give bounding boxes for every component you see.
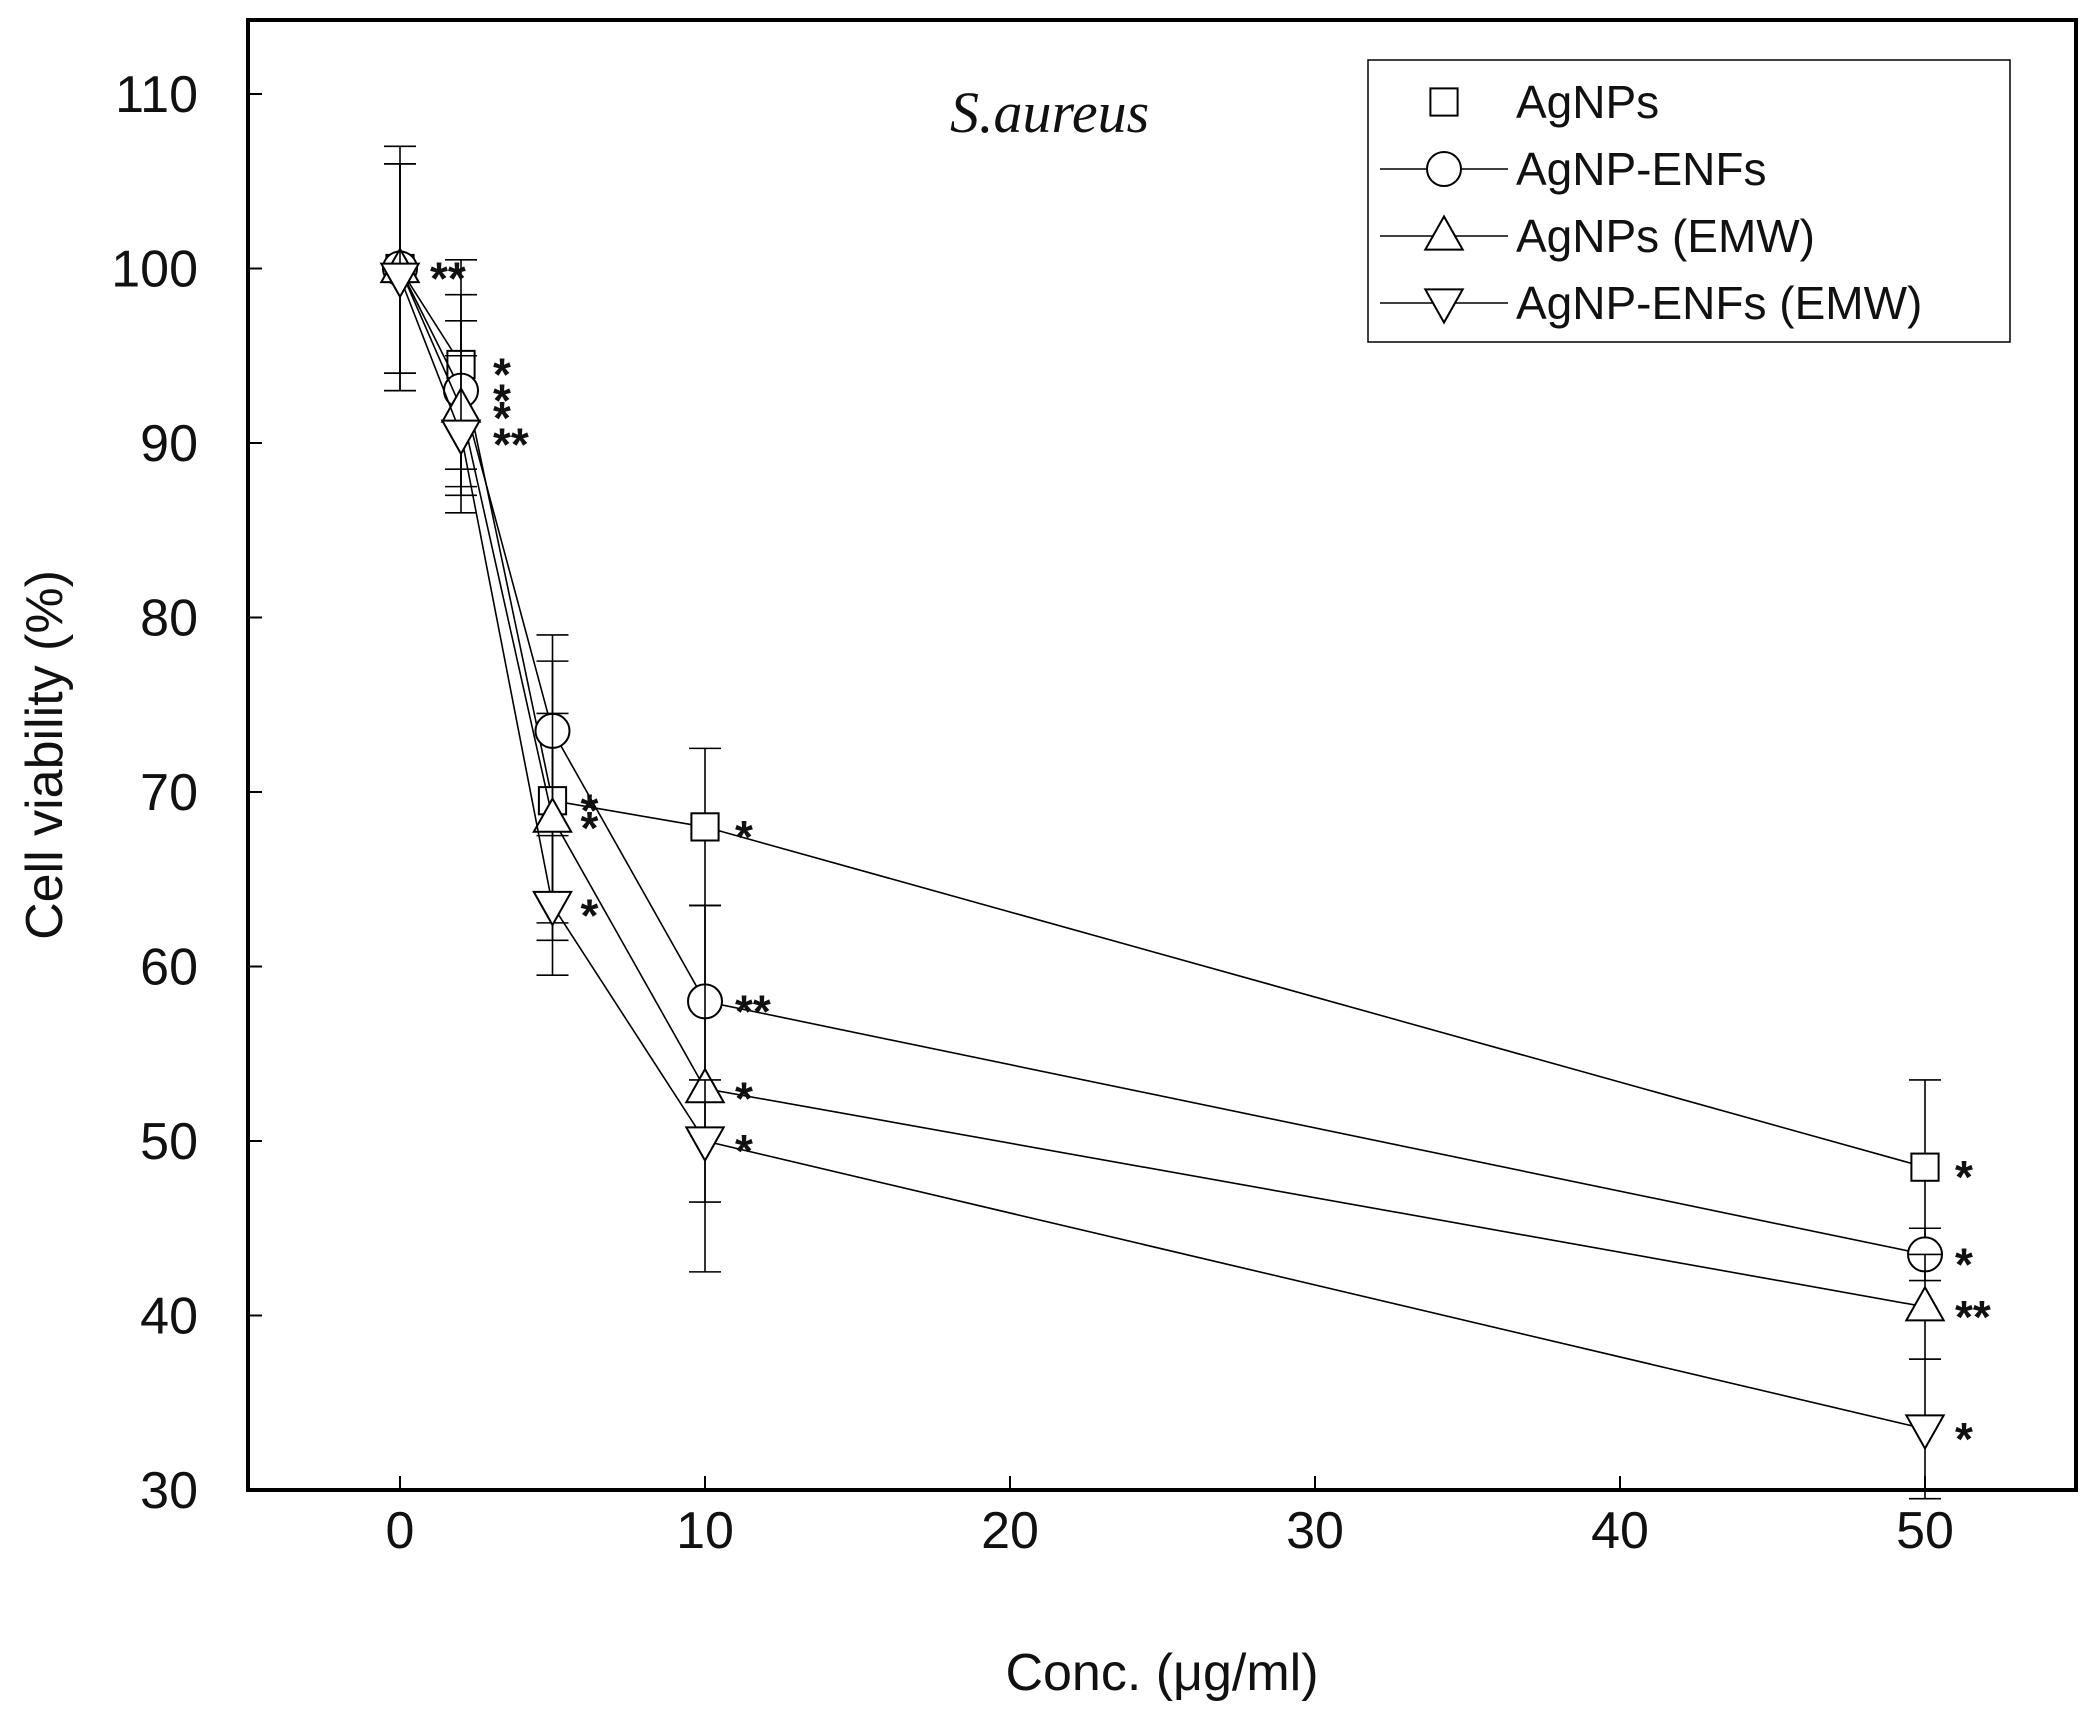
x-tick-label: 10 — [676, 1502, 734, 1560]
x-axis-title: Conc. (μg/ml) — [1005, 1644, 1318, 1702]
y-tick-label: 50 — [140, 1113, 198, 1171]
y-tick-label: 70 — [140, 764, 198, 822]
legend-label: AgNP-ENFs — [1516, 143, 1766, 195]
legend-box — [1367, 59, 2011, 343]
marker-square — [690, 812, 720, 842]
marker-circle — [1426, 151, 1462, 187]
significance-star: ** — [493, 418, 529, 470]
significance-star: * — [735, 811, 753, 863]
y-tick-label: 80 — [140, 590, 198, 648]
x-tick-label: 20 — [981, 1502, 1039, 1560]
axis-ticks: 0 10 20 30 40 50 30 40 50 60 70 80 90 100 110 — [111, 66, 1954, 1560]
marker-triangle-down — [532, 890, 573, 928]
marker-triangle-up — [1423, 214, 1465, 251]
series-line — [399, 268, 1926, 1168]
significance-star: * — [493, 392, 511, 444]
series-layer — [379, 145, 1946, 1500]
y-tick-label: 100 — [111, 241, 198, 299]
y-tick-label: 30 — [140, 1462, 198, 1520]
x-tick-label: 30 — [1286, 1502, 1344, 1560]
marker-triangle-down — [1423, 288, 1465, 325]
significance-star: * — [581, 785, 599, 837]
marker-triangle-down — [684, 1126, 726, 1163]
legend-entry: AgNP-ENFs — [1380, 143, 1766, 195]
significance-star: * — [1955, 1413, 1973, 1465]
marker-triangle-down — [440, 419, 482, 456]
legend-label: AgNP-ENFs (EMW) — [1516, 277, 1922, 329]
significance-star: * — [1955, 1151, 1973, 1203]
legend-entry: AgNPs (EMW) — [1380, 210, 1815, 262]
significance-star: * — [581, 889, 599, 941]
x-tick-label: 40 — [1591, 1502, 1649, 1560]
marker-triangle-up — [1904, 1285, 1946, 1322]
series-line — [399, 268, 1926, 1308]
legend-label: AgNPs — [1516, 76, 1659, 128]
significance-star: * — [735, 1125, 753, 1177]
y-tick-label: 60 — [140, 939, 198, 997]
marker-triangle-down — [1904, 1414, 1946, 1451]
series-line — [399, 268, 1926, 1256]
significance-star: * — [493, 348, 511, 400]
significance-stars: ******************** — [430, 253, 1991, 1465]
significance-star: * — [581, 802, 599, 854]
legend-label: AgNPs (EMW) — [1516, 210, 1815, 262]
significance-star: ** — [430, 253, 466, 305]
series-triangle-up — [379, 163, 1946, 1360]
y-tick-label: 40 — [140, 1288, 198, 1346]
significance-star: * — [493, 375, 511, 427]
significance-star: ** — [735, 985, 771, 1037]
series-triangle-down — [379, 163, 1946, 1500]
marker-triangle-down — [379, 262, 421, 299]
y-tick-label: 110 — [115, 66, 198, 124]
significance-star: * — [1955, 1238, 1973, 1290]
y-tick-label: 90 — [140, 415, 198, 473]
marker-square — [1910, 1152, 1940, 1182]
x-tick-label: 0 — [386, 1502, 415, 1560]
legend-entry: AgNP-ENFs (EMW) — [1380, 277, 1922, 329]
marker-triangle-up — [532, 796, 573, 833]
x-tick-label: 50 — [1896, 1502, 1954, 1560]
species-annotation: S.aureus — [950, 80, 1149, 145]
legend: AgNPs AgNP-ENFs AgNPs (EMW) AgNP-ENFs (EMW) — [1367, 59, 2011, 343]
significance-star: * — [735, 1073, 753, 1125]
plot-frame — [246, 18, 2078, 1492]
series-line — [399, 276, 1926, 1430]
y-axis-title: Cell viability (%) — [16, 570, 74, 940]
significance-star: ** — [1955, 1291, 1991, 1343]
legend-entry: AgNPs — [1429, 76, 1659, 128]
marker-square — [1429, 87, 1459, 117]
